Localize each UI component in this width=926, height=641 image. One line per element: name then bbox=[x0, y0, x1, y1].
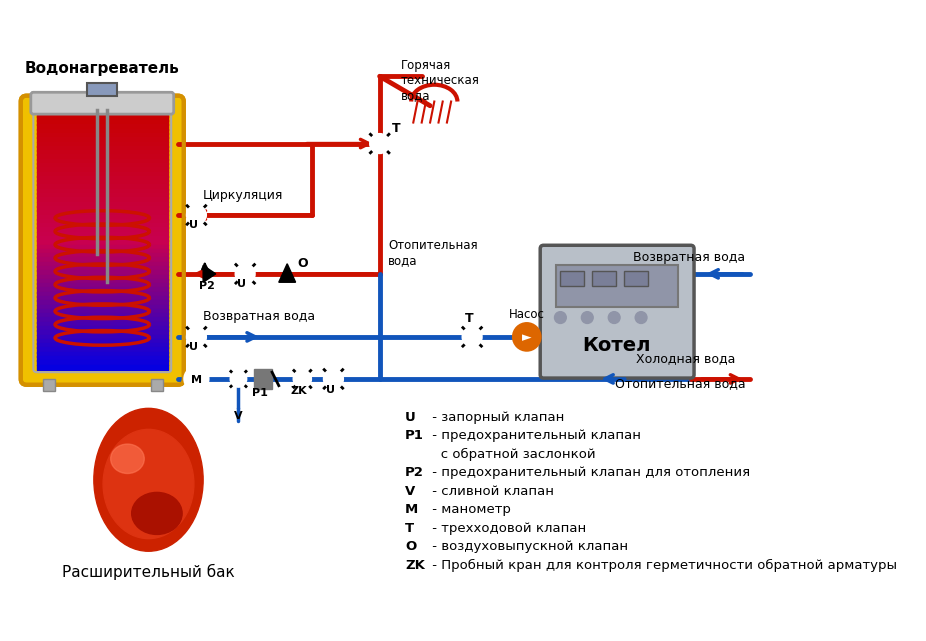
Text: Циркуляция: Циркуляция bbox=[203, 188, 283, 201]
Circle shape bbox=[370, 135, 389, 153]
Text: P2: P2 bbox=[405, 467, 424, 479]
Circle shape bbox=[608, 312, 620, 324]
Text: U: U bbox=[189, 342, 197, 353]
Circle shape bbox=[463, 328, 482, 346]
Circle shape bbox=[184, 367, 208, 391]
Circle shape bbox=[582, 312, 594, 324]
Text: ►: ► bbox=[522, 331, 532, 344]
Text: - запорный клапан: - запорный клапан bbox=[429, 411, 565, 424]
Text: Холодная вода: Холодная вода bbox=[636, 353, 735, 365]
Text: M: M bbox=[405, 503, 419, 517]
FancyBboxPatch shape bbox=[20, 96, 183, 385]
Circle shape bbox=[635, 312, 647, 324]
Circle shape bbox=[187, 206, 206, 224]
Text: - Пробный кран для контроля герметичности обратной арматуры: - Пробный кран для контроля герметичност… bbox=[429, 559, 897, 572]
Text: - предохранительный клапан: - предохранительный клапан bbox=[429, 429, 642, 442]
Text: Возвратная вода: Возвратная вода bbox=[203, 310, 315, 324]
Text: Отопительная
вода: Отопительная вода bbox=[388, 239, 478, 267]
Bar bbox=[254, 369, 272, 389]
Text: U: U bbox=[326, 385, 334, 395]
Text: - воздуховыпускной клапан: - воздуховыпускной клапан bbox=[429, 540, 629, 553]
Text: U: U bbox=[405, 411, 416, 424]
Bar bbox=[624, 271, 648, 287]
Text: T: T bbox=[465, 312, 473, 325]
Text: Насос: Насос bbox=[508, 308, 544, 321]
Text: Отопительная вода: Отопительная вода bbox=[615, 377, 745, 390]
Circle shape bbox=[513, 324, 540, 351]
Text: - манометр: - манометр bbox=[429, 503, 511, 517]
Text: Котел: Котел bbox=[582, 336, 651, 355]
Polygon shape bbox=[279, 263, 295, 282]
Text: P2: P2 bbox=[198, 281, 215, 291]
Text: ZK: ZK bbox=[291, 386, 307, 396]
Polygon shape bbox=[203, 265, 216, 282]
Text: с обратной заслонкой: с обратной заслонкой bbox=[429, 448, 596, 461]
Text: O: O bbox=[405, 540, 416, 553]
Circle shape bbox=[294, 370, 311, 387]
Text: - предохранительный клапан для отопления: - предохранительный клапан для отопления bbox=[429, 467, 751, 479]
Text: T: T bbox=[405, 522, 414, 535]
Circle shape bbox=[555, 312, 567, 324]
Bar bbox=[560, 271, 584, 287]
Bar bbox=[87, 83, 118, 97]
Text: U: U bbox=[189, 220, 197, 229]
Circle shape bbox=[236, 265, 255, 283]
Bar bbox=[151, 379, 163, 391]
Text: V: V bbox=[405, 485, 415, 498]
Text: P1: P1 bbox=[405, 429, 424, 442]
Text: T: T bbox=[392, 122, 400, 135]
Text: U: U bbox=[237, 279, 246, 289]
Text: ZK: ZK bbox=[405, 559, 425, 572]
Bar bbox=[44, 379, 56, 391]
Text: Горячая
техническая
вода: Горячая техническая вода bbox=[401, 60, 480, 103]
Text: Расширительный бак: Расширительный бак bbox=[62, 564, 235, 580]
Text: Водонагреватель: Водонагреватель bbox=[25, 62, 180, 76]
Text: M: M bbox=[191, 375, 202, 385]
FancyBboxPatch shape bbox=[540, 246, 694, 378]
Circle shape bbox=[231, 371, 246, 387]
Bar bbox=[593, 271, 616, 287]
Text: Возвратная вода: Возвратная вода bbox=[633, 251, 745, 263]
Text: V: V bbox=[234, 412, 243, 421]
Ellipse shape bbox=[131, 492, 182, 535]
Ellipse shape bbox=[94, 408, 203, 551]
Text: O: O bbox=[297, 257, 308, 270]
Bar bbox=[557, 265, 678, 308]
Text: P1: P1 bbox=[253, 388, 269, 397]
Text: - трехходовой клапан: - трехходовой клапан bbox=[429, 522, 587, 535]
FancyBboxPatch shape bbox=[31, 92, 174, 114]
Ellipse shape bbox=[111, 444, 144, 474]
Circle shape bbox=[187, 328, 206, 346]
Ellipse shape bbox=[103, 429, 194, 538]
Circle shape bbox=[324, 370, 343, 388]
Text: - сливной клапан: - сливной клапан bbox=[429, 485, 555, 498]
